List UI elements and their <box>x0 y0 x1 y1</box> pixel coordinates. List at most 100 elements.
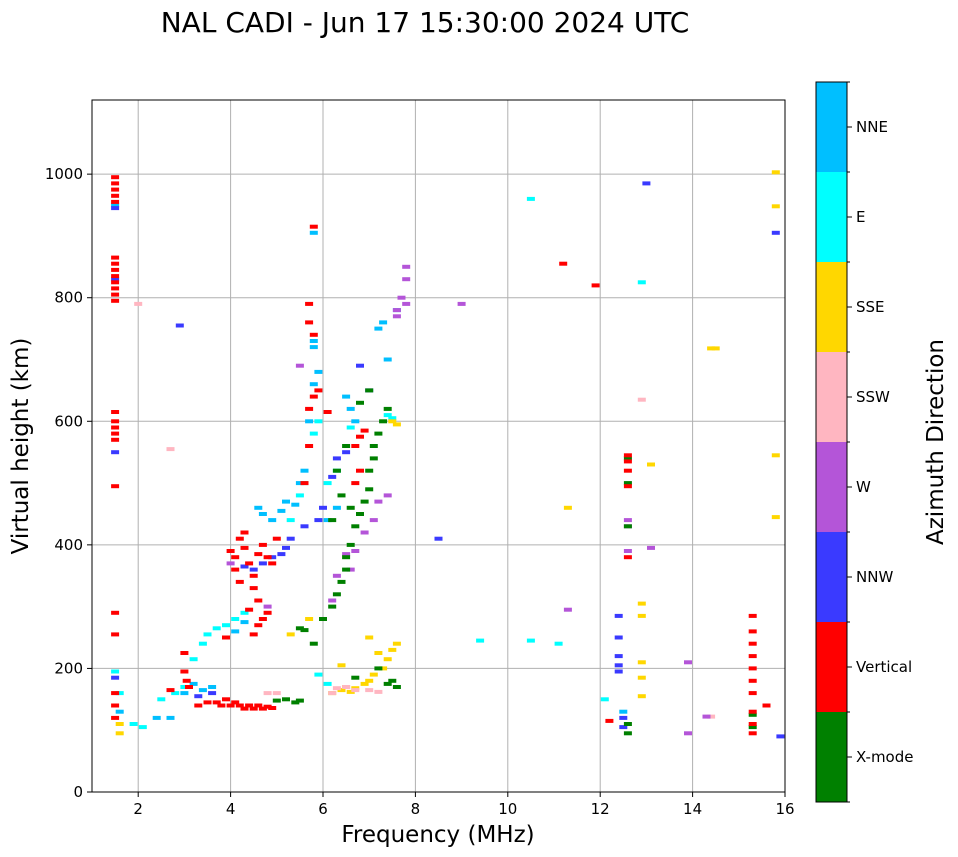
data-point <box>258 512 267 516</box>
data-point <box>360 428 369 433</box>
data-point <box>111 425 120 430</box>
data-point <box>707 714 716 719</box>
data-point <box>379 419 388 424</box>
data-point <box>111 203 120 207</box>
data-point <box>111 437 120 442</box>
data-point <box>388 678 397 683</box>
data-point <box>637 694 646 699</box>
data-point <box>111 175 120 180</box>
data-point <box>351 419 360 424</box>
data-point <box>231 629 240 634</box>
data-point <box>369 672 378 677</box>
colorbar: X-mode Vertical NNW W SSW SSE E NNE <box>815 81 913 803</box>
data-point <box>314 518 323 523</box>
data-point <box>226 703 235 708</box>
data-point <box>614 613 623 618</box>
data-point <box>762 703 771 708</box>
y-tick-label: 600 <box>54 412 83 430</box>
data-point <box>111 715 120 720</box>
data-point <box>258 706 267 711</box>
data-point <box>111 292 120 297</box>
data-point <box>623 481 632 486</box>
data-point <box>637 613 646 618</box>
data-point <box>309 382 318 387</box>
data-point <box>300 628 309 633</box>
data-point <box>240 620 249 625</box>
data-point <box>300 481 309 486</box>
data-point <box>157 697 166 702</box>
data-point <box>637 397 646 402</box>
data-point <box>748 709 757 714</box>
data-point <box>245 703 254 708</box>
data-point <box>591 283 600 288</box>
series-sse <box>115 170 780 736</box>
data-point <box>182 678 191 683</box>
data-point <box>111 410 120 414</box>
data-point <box>346 567 355 572</box>
data-point <box>365 635 374 640</box>
data-point <box>203 632 212 637</box>
data-point <box>309 394 318 399</box>
data-point <box>111 703 120 708</box>
data-point <box>282 697 290 702</box>
data-point <box>342 552 351 557</box>
data-point <box>328 691 337 696</box>
data-point <box>111 187 120 192</box>
colorbar-tick-label: SSW <box>856 388 890 406</box>
data-point <box>291 700 300 705</box>
colorbar-tick-label: SSE <box>856 298 885 316</box>
colorbar-segment <box>816 352 847 442</box>
data-point <box>171 691 180 696</box>
series-x-mode <box>272 388 757 736</box>
data-point <box>457 301 466 306</box>
data-point <box>286 518 295 523</box>
data-point <box>249 567 258 572</box>
x-axis-ticks: 2 4 6 8 10 12 14 16 <box>133 792 795 818</box>
data-point <box>374 689 383 694</box>
data-point <box>129 722 138 726</box>
data-point <box>111 280 120 285</box>
data-point <box>115 731 124 736</box>
data-point <box>374 431 383 436</box>
data-point <box>235 536 244 541</box>
data-point <box>637 675 646 680</box>
data-point <box>198 688 207 693</box>
data-point <box>263 704 272 709</box>
data-point <box>374 499 383 504</box>
data-point <box>711 346 720 351</box>
data-point <box>346 505 355 510</box>
data-point <box>623 456 632 461</box>
data-point <box>342 444 351 448</box>
data-point <box>111 274 120 279</box>
data-point <box>323 410 332 414</box>
data-point <box>254 703 263 708</box>
data-point <box>240 610 249 615</box>
data-point <box>305 320 314 325</box>
colorbar-tick-label: NNW <box>856 568 893 586</box>
data-point <box>748 725 757 730</box>
data-point <box>748 678 757 683</box>
data-point <box>194 703 203 708</box>
data-point <box>111 484 120 489</box>
data-point <box>305 419 314 424</box>
data-point <box>346 425 355 430</box>
data-point <box>111 669 120 674</box>
data-point <box>208 685 217 689</box>
data-point <box>328 604 337 609</box>
data-point <box>323 481 332 486</box>
data-point <box>623 524 632 529</box>
data-point <box>771 230 780 235</box>
data-point <box>240 564 249 569</box>
y-axis-ticks: 0 200 400 600 800 1000 <box>45 165 92 801</box>
plot-frame <box>91 99 786 793</box>
data-point <box>369 444 378 448</box>
data-point <box>323 681 332 686</box>
data-point <box>365 688 374 693</box>
data-point <box>383 681 392 686</box>
data-point <box>684 731 692 736</box>
data-point <box>309 641 318 646</box>
data-point <box>231 700 240 705</box>
data-point <box>268 555 277 560</box>
data-point <box>771 170 780 175</box>
